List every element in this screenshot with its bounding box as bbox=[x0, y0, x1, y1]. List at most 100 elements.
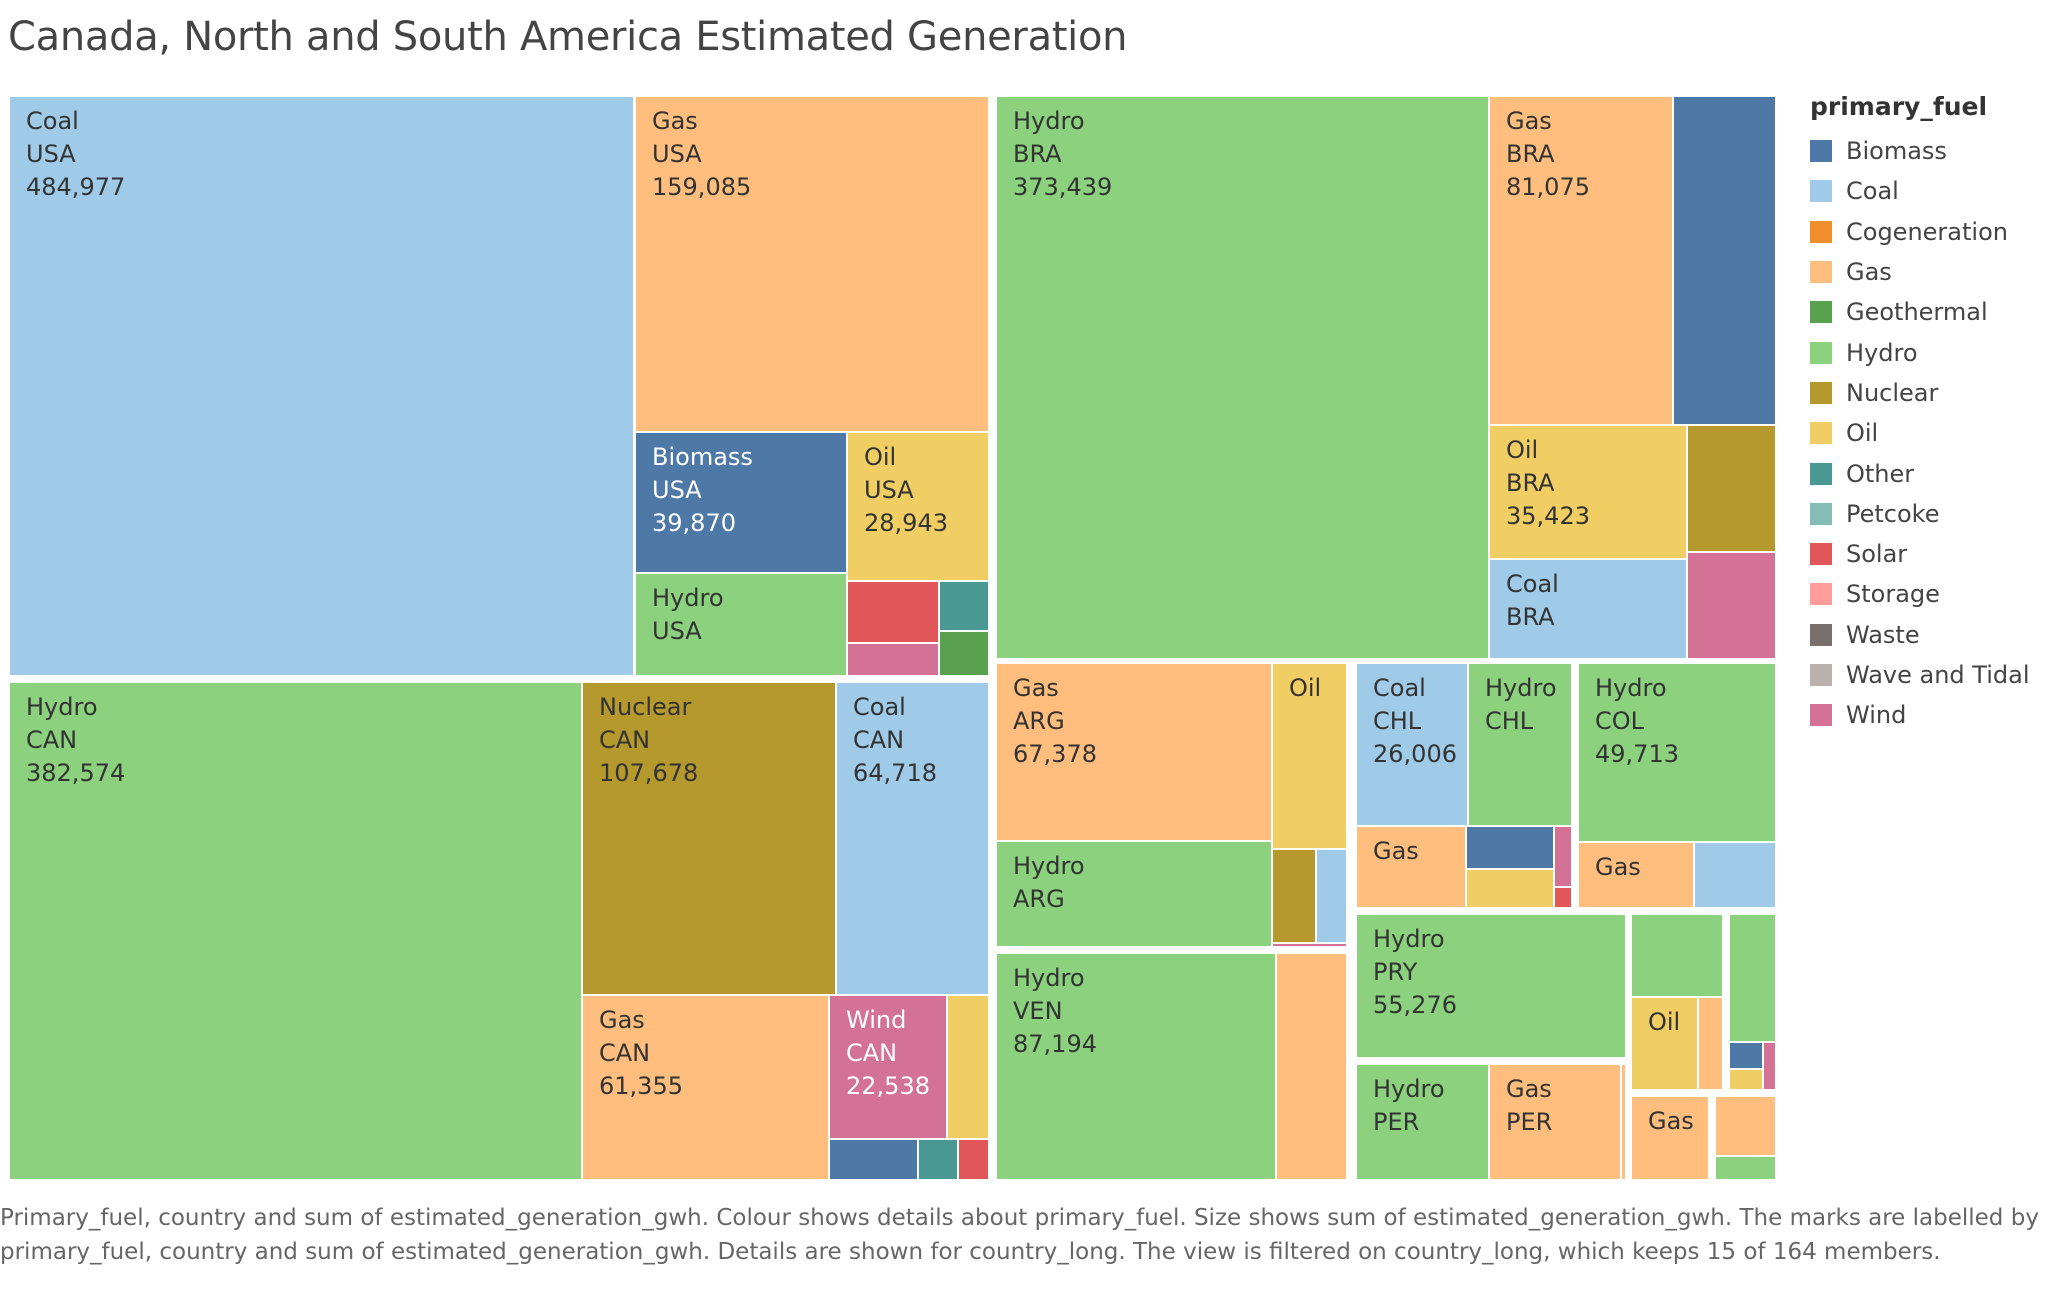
treemap-rect[interactable] bbox=[1688, 553, 1775, 658]
treemap-cell-wind-can[interactable]: Wind CAN 22,538 bbox=[830, 996, 946, 1138]
treemap-cell-biomass-usa[interactable]: Biomass USA 39,870 bbox=[636, 433, 846, 572]
legend-item-gas[interactable]: Gas bbox=[1810, 252, 2060, 292]
treemap-rect[interactable] bbox=[1490, 97, 1672, 424]
treemap-cell-hydro-arg[interactable]: Hydro ARG bbox=[997, 842, 1271, 946]
treemap-cell-wind[interactable] bbox=[1555, 827, 1571, 886]
treemap-cell-coal-bra[interactable]: Coal BRA bbox=[1490, 560, 1686, 658]
treemap-cell-other[interactable] bbox=[919, 1140, 957, 1179]
treemap-cell-hydro-pry[interactable]: Hydro PRY 55,276 bbox=[1357, 915, 1625, 1057]
treemap-cell-hydro-per[interactable]: Hydro PER bbox=[1357, 1065, 1488, 1179]
treemap-cell-coal[interactable] bbox=[1695, 843, 1775, 907]
treemap-rect[interactable] bbox=[1467, 827, 1553, 868]
treemap-cell-nuclear[interactable] bbox=[1688, 426, 1775, 551]
treemap-rect[interactable] bbox=[1632, 915, 1722, 996]
treemap-rect[interactable] bbox=[1467, 870, 1553, 907]
treemap-cell-hydro-usa[interactable]: Hydro USA bbox=[636, 574, 846, 675]
treemap-cell-biomass[interactable] bbox=[830, 1140, 917, 1179]
treemap-rect[interactable] bbox=[1622, 1065, 1625, 1179]
treemap-cell-gas[interactable] bbox=[1699, 998, 1722, 1089]
treemap-cell-biomass[interactable] bbox=[1674, 97, 1775, 424]
treemap-rect[interactable] bbox=[919, 1140, 957, 1179]
legend-item-cogeneration[interactable]: Cogeneration bbox=[1810, 212, 2060, 252]
legend-item-coal[interactable]: Coal bbox=[1810, 171, 2060, 211]
treemap-cell-gas-arg[interactable]: Gas ARG 67,378 bbox=[997, 664, 1271, 840]
treemap-cell-hydro-can[interactable]: Hydro CAN 382,574 bbox=[10, 683, 581, 1179]
legend-item-solar[interactable]: Solar bbox=[1810, 534, 2060, 574]
treemap-rect[interactable] bbox=[1490, 426, 1686, 558]
treemap-cell-biomass[interactable] bbox=[1467, 827, 1553, 868]
treemap-cell-solar[interactable] bbox=[1555, 888, 1571, 907]
treemap-rect[interactable] bbox=[1716, 1097, 1775, 1155]
treemap-rect[interactable] bbox=[940, 632, 988, 675]
treemap-rect[interactable] bbox=[997, 842, 1271, 946]
treemap-cell-wind[interactable] bbox=[1764, 1043, 1775, 1089]
treemap-rect[interactable] bbox=[997, 954, 1275, 1179]
treemap-rect[interactable] bbox=[1357, 915, 1625, 1057]
treemap-cell-nuclear[interactable] bbox=[1273, 850, 1315, 942]
treemap-rect[interactable] bbox=[636, 433, 846, 572]
treemap-cell-oil[interactable]: Oil bbox=[1273, 664, 1346, 848]
treemap-cell-geothermal[interactable] bbox=[940, 632, 988, 675]
treemap-cell-nuclear-can[interactable]: Nuclear CAN 107,678 bbox=[583, 683, 835, 994]
treemap-rect[interactable] bbox=[636, 574, 846, 675]
treemap-rect[interactable] bbox=[1632, 998, 1697, 1089]
treemap-rect[interactable] bbox=[1730, 915, 1775, 1041]
treemap-rect[interactable] bbox=[1579, 664, 1775, 841]
treemap-cell-other[interactable] bbox=[940, 582, 988, 630]
treemap-rect[interactable] bbox=[1273, 664, 1346, 848]
treemap-rect[interactable] bbox=[1764, 1043, 1775, 1089]
treemap-rect[interactable] bbox=[583, 996, 828, 1179]
treemap-rect[interactable] bbox=[583, 683, 835, 994]
treemap-cell-coal[interactable] bbox=[1317, 850, 1346, 942]
treemap-cell-hydro-col[interactable]: Hydro COL 49,713 bbox=[1579, 664, 1775, 841]
treemap-cell-wind[interactable] bbox=[848, 644, 938, 675]
treemap-rect[interactable] bbox=[1674, 97, 1775, 424]
legend-item-hydro[interactable]: Hydro bbox=[1810, 332, 2060, 372]
treemap-rect[interactable] bbox=[830, 1140, 917, 1179]
treemap-rect[interactable] bbox=[1579, 843, 1693, 907]
treemap-rect[interactable] bbox=[1317, 850, 1346, 942]
treemap-rect[interactable] bbox=[959, 1140, 988, 1179]
treemap-rect[interactable] bbox=[1730, 1070, 1762, 1089]
treemap-cell-oil[interactable] bbox=[1730, 1070, 1762, 1089]
treemap-rect[interactable] bbox=[1632, 1097, 1708, 1179]
treemap-rect[interactable] bbox=[940, 582, 988, 630]
treemap-rect[interactable] bbox=[948, 996, 988, 1138]
treemap-rect[interactable] bbox=[848, 582, 938, 642]
treemap-rect[interactable] bbox=[1555, 827, 1571, 886]
treemap-cell-hydro-bra[interactable]: Hydro BRA 373,439 bbox=[997, 97, 1488, 658]
treemap-rect[interactable] bbox=[1699, 998, 1722, 1089]
treemap-cell-coal-can[interactable]: Coal CAN 64,718 bbox=[837, 683, 988, 994]
treemap-rect[interactable] bbox=[10, 97, 633, 675]
treemap-rect[interactable] bbox=[848, 433, 988, 580]
treemap-rect[interactable] bbox=[636, 97, 988, 431]
legend-item-wave-and-tidal[interactable]: Wave and Tidal bbox=[1810, 655, 2060, 695]
treemap-cell-gas-bra[interactable]: Gas BRA 81,075 bbox=[1490, 97, 1672, 424]
treemap-cell-hydro[interactable] bbox=[1730, 915, 1775, 1041]
treemap-cell-hydro[interactable] bbox=[1632, 915, 1722, 996]
treemap-cell-wind[interactable] bbox=[1688, 553, 1775, 658]
legend-item-nuclear[interactable]: Nuclear bbox=[1810, 373, 2060, 413]
treemap-cell-gas-usa[interactable]: Gas USA 159,085 bbox=[636, 97, 988, 431]
treemap-cell-gas-per[interactable]: Gas PER bbox=[1490, 1065, 1620, 1179]
treemap-cell-oil[interactable] bbox=[1467, 870, 1553, 907]
treemap-cell-hydro-chl[interactable]: Hydro CHL bbox=[1469, 664, 1571, 825]
treemap-cell-gas-can[interactable]: Gas CAN 61,355 bbox=[583, 996, 828, 1179]
treemap-rect[interactable] bbox=[1730, 1043, 1762, 1068]
treemap-rect[interactable] bbox=[1357, 1065, 1488, 1179]
treemap-rect[interactable] bbox=[997, 97, 1488, 658]
treemap-rect[interactable] bbox=[1490, 1065, 1620, 1179]
treemap-cell-coal-chl[interactable]: Coal CHL 26,006 bbox=[1357, 664, 1467, 825]
treemap-cell-biomass[interactable] bbox=[1730, 1043, 1762, 1068]
treemap-cell-oil-bra[interactable]: Oil BRA 35,423 bbox=[1490, 426, 1686, 558]
treemap-cell-gas[interactable] bbox=[1716, 1097, 1775, 1155]
treemap-cell-oil-usa[interactable]: Oil USA 28,943 bbox=[848, 433, 988, 580]
legend-item-petcoke[interactable]: Petcoke bbox=[1810, 494, 2060, 534]
treemap-rect[interactable] bbox=[830, 996, 946, 1138]
treemap-rect[interactable] bbox=[1357, 664, 1467, 825]
treemap-cell-gas[interactable] bbox=[1622, 1065, 1625, 1179]
legend-item-oil[interactable]: Oil bbox=[1810, 413, 2060, 453]
treemap-cell-solar[interactable] bbox=[848, 582, 938, 642]
legend-item-waste[interactable]: Waste bbox=[1810, 615, 2060, 655]
treemap-cell-gas[interactable] bbox=[1277, 954, 1346, 1179]
